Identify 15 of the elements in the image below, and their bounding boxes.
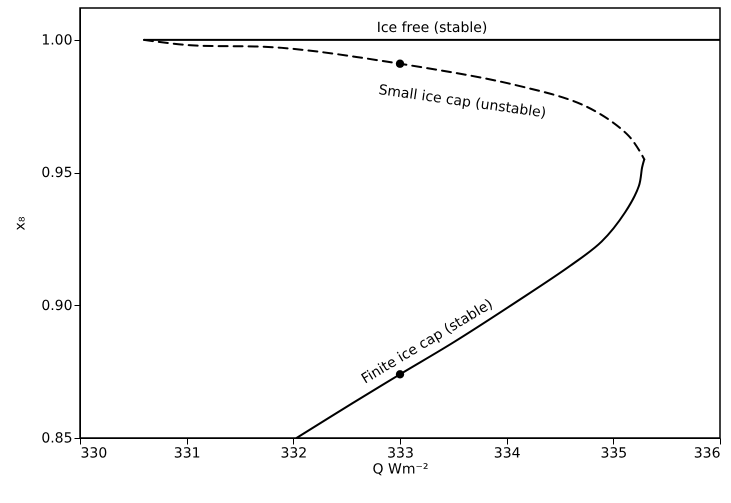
- y-tick-label: 0.85: [41, 430, 72, 446]
- x-axis-title: Q Wm⁻²: [372, 462, 428, 478]
- x-tick-label: 333: [387, 446, 414, 462]
- y-tick-label: 1.00: [41, 32, 72, 48]
- series-label: Ice free (stable): [376, 20, 488, 36]
- y-tick-label: 0.90: [41, 298, 72, 314]
- x-tick-label: 331: [174, 446, 201, 462]
- x-tick-label: 330: [80, 446, 108, 462]
- x-tick-label: 336: [694, 446, 721, 462]
- text: Small ice cap (unstable): [378, 82, 548, 122]
- y-axis-title: x₈: [12, 216, 28, 230]
- x-tick-label: 332: [280, 446, 308, 462]
- x-tick-label: 334: [494, 446, 521, 462]
- y-tick-label: 0.95: [41, 165, 72, 182]
- x-tick-label: 335: [600, 446, 628, 462]
